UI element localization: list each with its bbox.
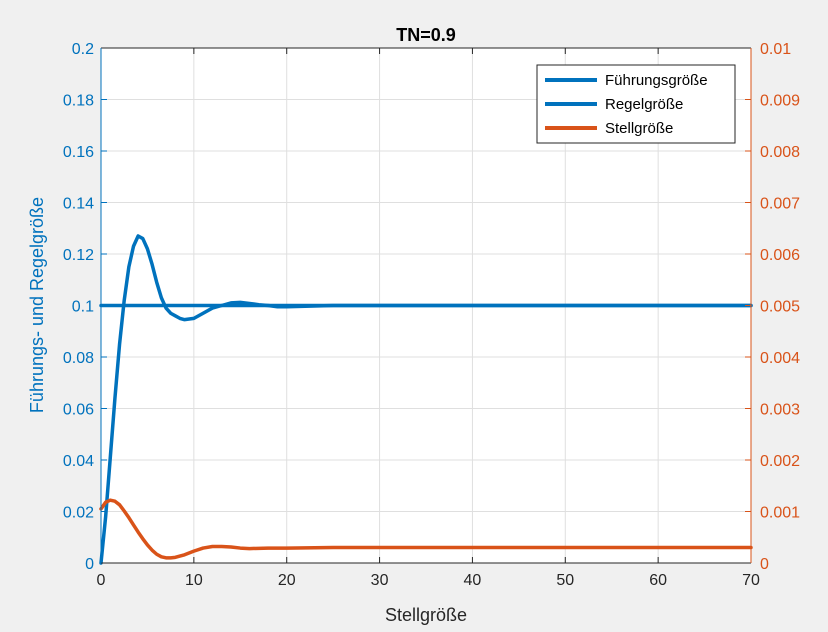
tick-label-layer: 0 10 20 30 40 50 60 7000.020.040.060.080.10.120… <box>63 41 800 589</box>
x-tick-label: 60 <box>649 572 667 589</box>
y-right-tick-label: 0.006 <box>760 247 800 264</box>
axes-layer <box>100 47 752 564</box>
x-axis-label: Stellgröße <box>385 605 467 625</box>
y-right-tick-label: 0.009 <box>760 93 800 110</box>
series-stellgroesse-line <box>99 498 753 560</box>
x-tick-label: 0 <box>97 572 106 589</box>
y-left-tick-label: 0 <box>85 556 94 573</box>
x-tick-label: 50 <box>556 572 574 589</box>
y-right-tick-label: 0.01 <box>760 41 791 58</box>
legend-entry-fuehrungsgroesse[interactable]: Führungsgröße <box>545 72 708 89</box>
y-right-tick-label: 0 <box>760 556 769 573</box>
y-left-tick-label: 0.16 <box>63 144 94 161</box>
y-axis-left-label: Führungs- und Regelgröße <box>27 197 47 413</box>
y-right-tick-label: 0.003 <box>760 402 800 419</box>
x-tick-label: 40 <box>464 572 482 589</box>
legend-entry-stellgroesse[interactable]: Stellgröße <box>545 120 673 137</box>
series-regelgroesse-line <box>99 234 753 565</box>
y-right-tick-label: 0.007 <box>760 196 800 213</box>
y-right-tick-label: 0.005 <box>760 299 800 316</box>
legend-label-regelgroesse: Regelgröße <box>605 96 683 113</box>
legend-label-fuehrungsgroesse: Führungsgröße <box>605 72 708 89</box>
y-left-tick-label: 0.18 <box>63 93 94 110</box>
legend-label-stellgroesse: Stellgröße <box>605 120 673 137</box>
x-tick-label: 20 <box>278 572 296 589</box>
y-left-tick-label: 0.1 <box>72 299 94 316</box>
y-right-tick-label: 0.002 <box>760 453 800 470</box>
x-tick-label: 70 <box>742 572 760 589</box>
y-left-tick-label: 0.06 <box>63 402 94 419</box>
series-layer <box>99 234 753 565</box>
y-left-tick-label: 0.12 <box>63 247 94 264</box>
y-right-tick-label: 0.008 <box>760 144 800 161</box>
legend-entry-regelgroesse[interactable]: Regelgröße <box>545 96 683 113</box>
y-left-tick-label: 0.2 <box>72 41 94 58</box>
y-left-tick-label: 0.08 <box>63 350 94 367</box>
chart-title: TN=0.9 <box>396 25 456 45</box>
y-right-tick-label: 0.004 <box>760 350 800 367</box>
y-left-tick-label: 0.14 <box>63 196 94 213</box>
y-right-tick-label: 0.001 <box>760 505 800 522</box>
x-tick-label: 10 <box>185 572 203 589</box>
y-left-tick-label: 0.04 <box>63 453 94 470</box>
x-tick-label: 30 <box>371 572 389 589</box>
legend[interactable]: Führungsgröße Regelgröße Stellgröße <box>536 64 736 144</box>
y-left-tick-label: 0.02 <box>63 505 94 522</box>
